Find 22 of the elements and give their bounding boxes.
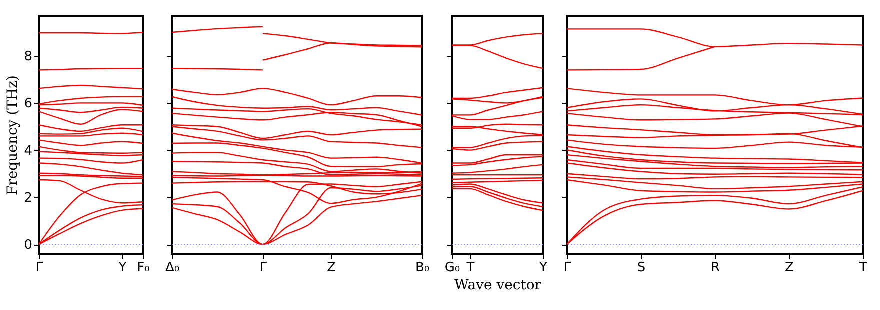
x-tick-label: T (466, 260, 475, 276)
y-axis-title: Frequency (THz) (5, 75, 22, 196)
x-tick-label: Y (118, 260, 127, 276)
y-tick-label: 4 (24, 144, 32, 159)
x-tick-label: Δ₀ (165, 260, 180, 276)
y-tick-label: 0 (24, 238, 32, 254)
x-tick-label: Γ (36, 260, 44, 276)
y-tick-label: 2 (24, 190, 32, 206)
x-tick-label: Z (785, 260, 794, 276)
y-tick-label: 8 (24, 50, 32, 65)
x-tick-label: Y (538, 260, 548, 276)
x-axis-title: Wave vector (454, 278, 542, 294)
x-tick-label: Z (327, 260, 336, 276)
x-tick-label: S (637, 260, 646, 276)
x-tick-label: Γ (260, 260, 268, 276)
x-tick-label: G₀ (444, 260, 460, 276)
x-tick-label: R (710, 260, 720, 276)
x-tick-label: F₀ (137, 260, 150, 276)
x-tick-label: Γ (564, 260, 572, 276)
x-tick-label: T (858, 260, 868, 276)
x-tick-label: B₀ (415, 260, 430, 276)
y-tick-label: 6 (24, 96, 32, 112)
